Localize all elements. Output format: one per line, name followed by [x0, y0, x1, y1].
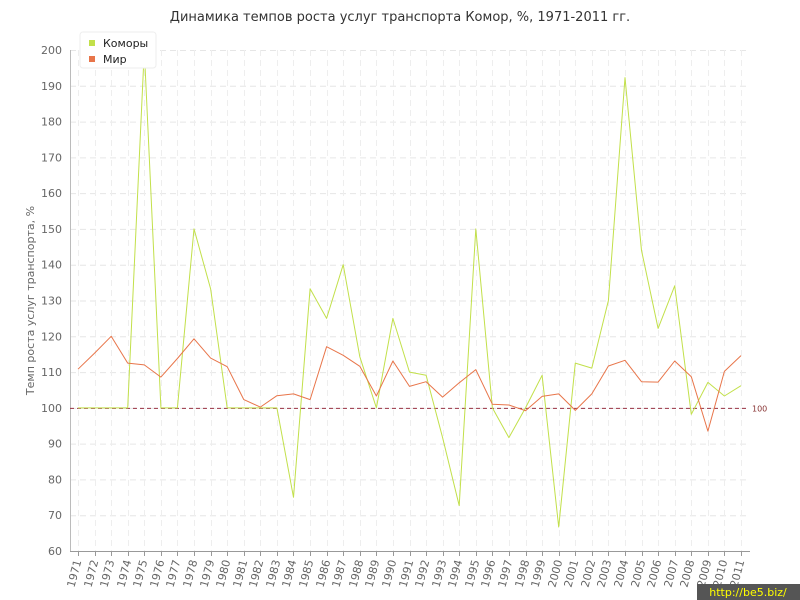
- y-tick-label-160: 160: [41, 187, 62, 200]
- reference-line-group: 100: [70, 404, 767, 413]
- legend-label-mir: Мир: [103, 53, 127, 66]
- series-line-mir: [77, 335, 742, 432]
- y-tick-label-170: 170: [41, 151, 62, 164]
- y-tick-label-190: 190: [41, 80, 62, 93]
- grid: [70, 50, 750, 551]
- legend-swatch-komory: [89, 40, 95, 46]
- watermark-background: [697, 584, 800, 600]
- reference-line-label: 100: [752, 404, 767, 413]
- y-tick-label-110: 110: [41, 366, 62, 379]
- y-tick-label-60: 60: [48, 545, 62, 558]
- y-tick-label-130: 130: [41, 295, 62, 308]
- y-tick-label-180: 180: [41, 116, 62, 129]
- y-tick-label-150: 150: [41, 223, 62, 236]
- legend: Коморы Мир: [79, 31, 157, 69]
- y-tick-label-140: 140: [41, 259, 62, 272]
- chart-title: Динамика темпов роста услуг транспорта К…: [170, 10, 630, 25]
- y-tick-label-120: 120: [41, 330, 62, 343]
- y-tick-label-80: 80: [48, 473, 62, 486]
- legend-box: [79, 31, 157, 69]
- y-tick-label-200: 200: [41, 44, 62, 57]
- legend-swatch-mir: [89, 56, 95, 62]
- legend-label-komory: Коморы: [103, 37, 148, 50]
- series-line-komory: [78, 49, 742, 528]
- y-tick-label-90: 90: [48, 438, 62, 451]
- watermark: http://be5.biz/: [697, 584, 800, 600]
- y-tick-label-70: 70: [48, 509, 62, 522]
- y-axis-title: Темп роста услуг транспорта, %: [24, 206, 37, 396]
- watermark-text: http://be5.biz/: [709, 586, 787, 599]
- series-lines: [77, 49, 742, 528]
- y-tick-label-100: 100: [41, 402, 62, 415]
